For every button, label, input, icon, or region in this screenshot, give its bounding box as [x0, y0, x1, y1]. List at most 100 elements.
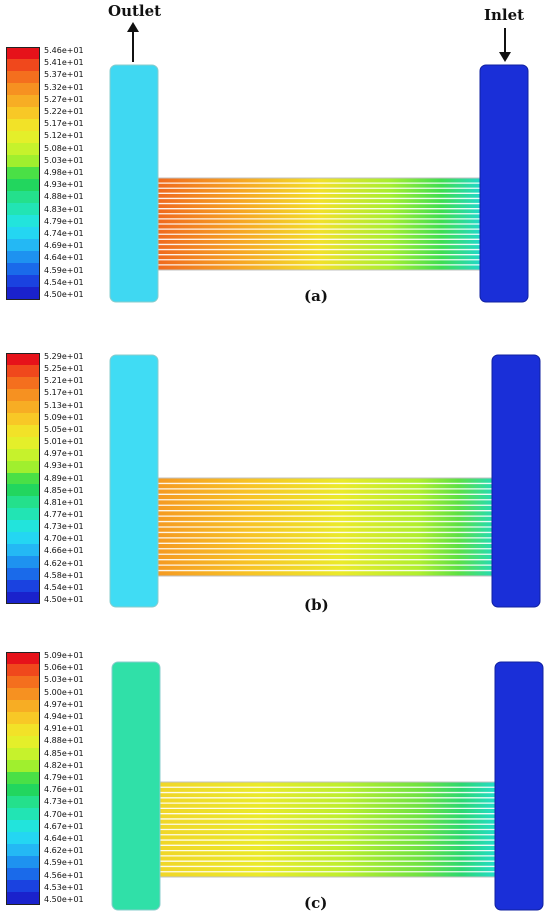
colorbar-tick-label: 5.08e+01	[44, 143, 84, 153]
colorbar-tick-label: 4.91e+01	[44, 724, 84, 734]
colorbar-tick-label: 5.09e+01	[44, 651, 84, 660]
colorbar-tick-label: 4.79e+01	[44, 216, 84, 226]
colorbar-tick-label: 4.94e+01	[44, 712, 84, 721]
colorbar-swatch	[6, 179, 40, 192]
colorbar-a	[6, 47, 42, 300]
colorbar-tick-label: 4.50e+01	[44, 895, 84, 904]
colorbar-swatch	[6, 676, 40, 689]
colorbar-tick-label: 4.97e+01	[44, 449, 84, 459]
colorbar-swatch	[6, 724, 40, 737]
colorbar-tick-label: 4.54e+01	[44, 582, 84, 592]
colorbar-swatch	[6, 71, 40, 84]
colorbar-swatch	[6, 508, 40, 521]
outlet-label: Outlet	[108, 2, 162, 20]
colorbar-swatch	[6, 239, 40, 252]
colorbar-tick-label: 4.54e+01	[44, 277, 84, 287]
colorbar-tick-label: 4.70e+01	[44, 534, 84, 544]
caption-c: (c)	[304, 894, 328, 912]
colorbar-swatch	[6, 700, 40, 713]
colorbar-tick-label: 5.03e+01	[44, 675, 84, 685]
colorbar-tick-label: 4.73e+01	[44, 522, 84, 532]
colorbar-tick-label: 5.17e+01	[44, 388, 84, 398]
colorbar-tick-label: 5.13e+01	[44, 400, 84, 410]
colorbar-tick-label: 4.58e+01	[44, 570, 84, 580]
inlet-arrow-icon	[499, 28, 511, 62]
colorbar-tick-label: 4.67e+01	[44, 821, 84, 831]
colorbar-tick-label: 5.27e+01	[44, 94, 84, 104]
colorbar-tick-label: 4.62e+01	[44, 558, 84, 568]
colorbar-tick-label: 5.41e+01	[44, 58, 84, 68]
flow-arrows	[127, 22, 511, 62]
colorbar-swatch	[6, 131, 40, 144]
colorbar-tick-label: 5.01e+01	[44, 437, 84, 447]
colorbar-tick-label: 5.12e+01	[44, 131, 84, 141]
caption-a: (a)	[304, 287, 328, 305]
colorbar-swatch	[6, 448, 40, 462]
colorbar-swatch	[6, 287, 40, 300]
colorbar-tick-label: 4.88e+01	[44, 192, 84, 202]
heat-exchanger-b	[109, 354, 541, 608]
colorbar-swatch	[6, 47, 40, 60]
colorbar-swatch	[6, 191, 40, 204]
colorbar-swatch	[6, 880, 40, 893]
colorbar-tick-label: 4.81e+01	[44, 497, 84, 507]
colorbar-tick-label: 4.73e+01	[44, 797, 84, 807]
colorbar-b	[6, 353, 42, 605]
colorbar-c	[6, 652, 42, 905]
colorbar-swatch	[6, 119, 40, 132]
colorbar-swatch	[6, 227, 40, 240]
colorbar-tick-label: 4.62e+01	[44, 846, 84, 856]
colorbar-tick-label: 4.89e+01	[44, 473, 84, 483]
colorbar-tick-label: 5.32e+01	[44, 82, 84, 92]
colorbar-swatch	[6, 484, 40, 497]
colorbar-swatch	[6, 460, 40, 473]
colorbar-swatch	[6, 592, 40, 605]
colorbar-swatch	[6, 388, 40, 402]
colorbar-swatch	[6, 796, 40, 809]
colorbar-swatch	[6, 832, 40, 845]
inlet-label: Inlet	[484, 6, 525, 24]
colorbar-tick-label: 4.56e+01	[44, 870, 84, 880]
colorbar-swatch	[6, 736, 40, 749]
colorbar-swatch	[6, 251, 40, 264]
colorbar-tick-label: 5.22e+01	[44, 107, 84, 116]
inlet-header	[491, 354, 541, 608]
heat-exchanger-a	[109, 64, 529, 303]
colorbar-swatch	[6, 532, 40, 545]
colorbar-swatch	[6, 59, 40, 72]
colorbar-swatch	[6, 275, 40, 288]
caption-b: (b)	[304, 596, 329, 614]
colorbar-tick-label: 4.70e+01	[44, 809, 84, 819]
colorbar-swatch	[6, 400, 40, 414]
colorbar-swatch	[6, 95, 40, 108]
colorbar-swatch	[6, 772, 40, 785]
colorbar-tick-label: 4.59e+01	[44, 265, 84, 275]
panel-b: 5.29e+01 5.25e+01 5.21e+01 5.17e+01 5.13e+01…	[0, 310, 550, 615]
colorbar-swatch	[6, 107, 40, 120]
colorbar-swatch	[6, 820, 40, 833]
colorbar-ticks-c: 5.09e+01 5.06e+01 5.03e+01 5.00e+01 4.97e+01…	[44, 652, 124, 904]
colorbar-tick-label: 5.25e+01	[44, 364, 84, 374]
colorbar-tick-label: 4.88e+01	[44, 736, 84, 746]
colorbar-swatch	[6, 520, 40, 533]
colorbar-swatch	[6, 412, 40, 426]
colorbar-tick-label: 4.74e+01	[44, 229, 84, 238]
outlet-header	[109, 354, 159, 608]
colorbar-swatch	[6, 664, 40, 677]
colorbar-tick-label: 4.66e+01	[44, 546, 84, 556]
colorbar-tick-label: 4.50e+01	[44, 595, 84, 604]
colorbar-tick-label: 5.29e+01	[44, 352, 84, 361]
colorbar-tick-label: 4.64e+01	[44, 253, 84, 263]
colorbar-tick-label: 4.59e+01	[44, 858, 84, 868]
colorbar-ticks-b: 5.29e+01 5.25e+01 5.21e+01 5.17e+01 5.13e+01…	[44, 353, 124, 604]
colorbar-tick-label: 4.82e+01	[44, 760, 84, 770]
colorbar-swatch	[6, 167, 40, 180]
colorbar-swatch	[6, 688, 40, 701]
colorbar-swatch	[6, 568, 40, 581]
panel-c: 5.09e+01 5.06e+01 5.03e+01 5.00e+01 4.97e+01…	[0, 618, 550, 918]
colorbar-tick-label: 4.93e+01	[44, 180, 84, 190]
colorbar-tick-label: 4.83e+01	[44, 204, 84, 214]
colorbar-tick-label: 5.05e+01	[44, 424, 84, 434]
inlet-header	[494, 661, 544, 911]
colorbar-swatch	[6, 544, 40, 557]
